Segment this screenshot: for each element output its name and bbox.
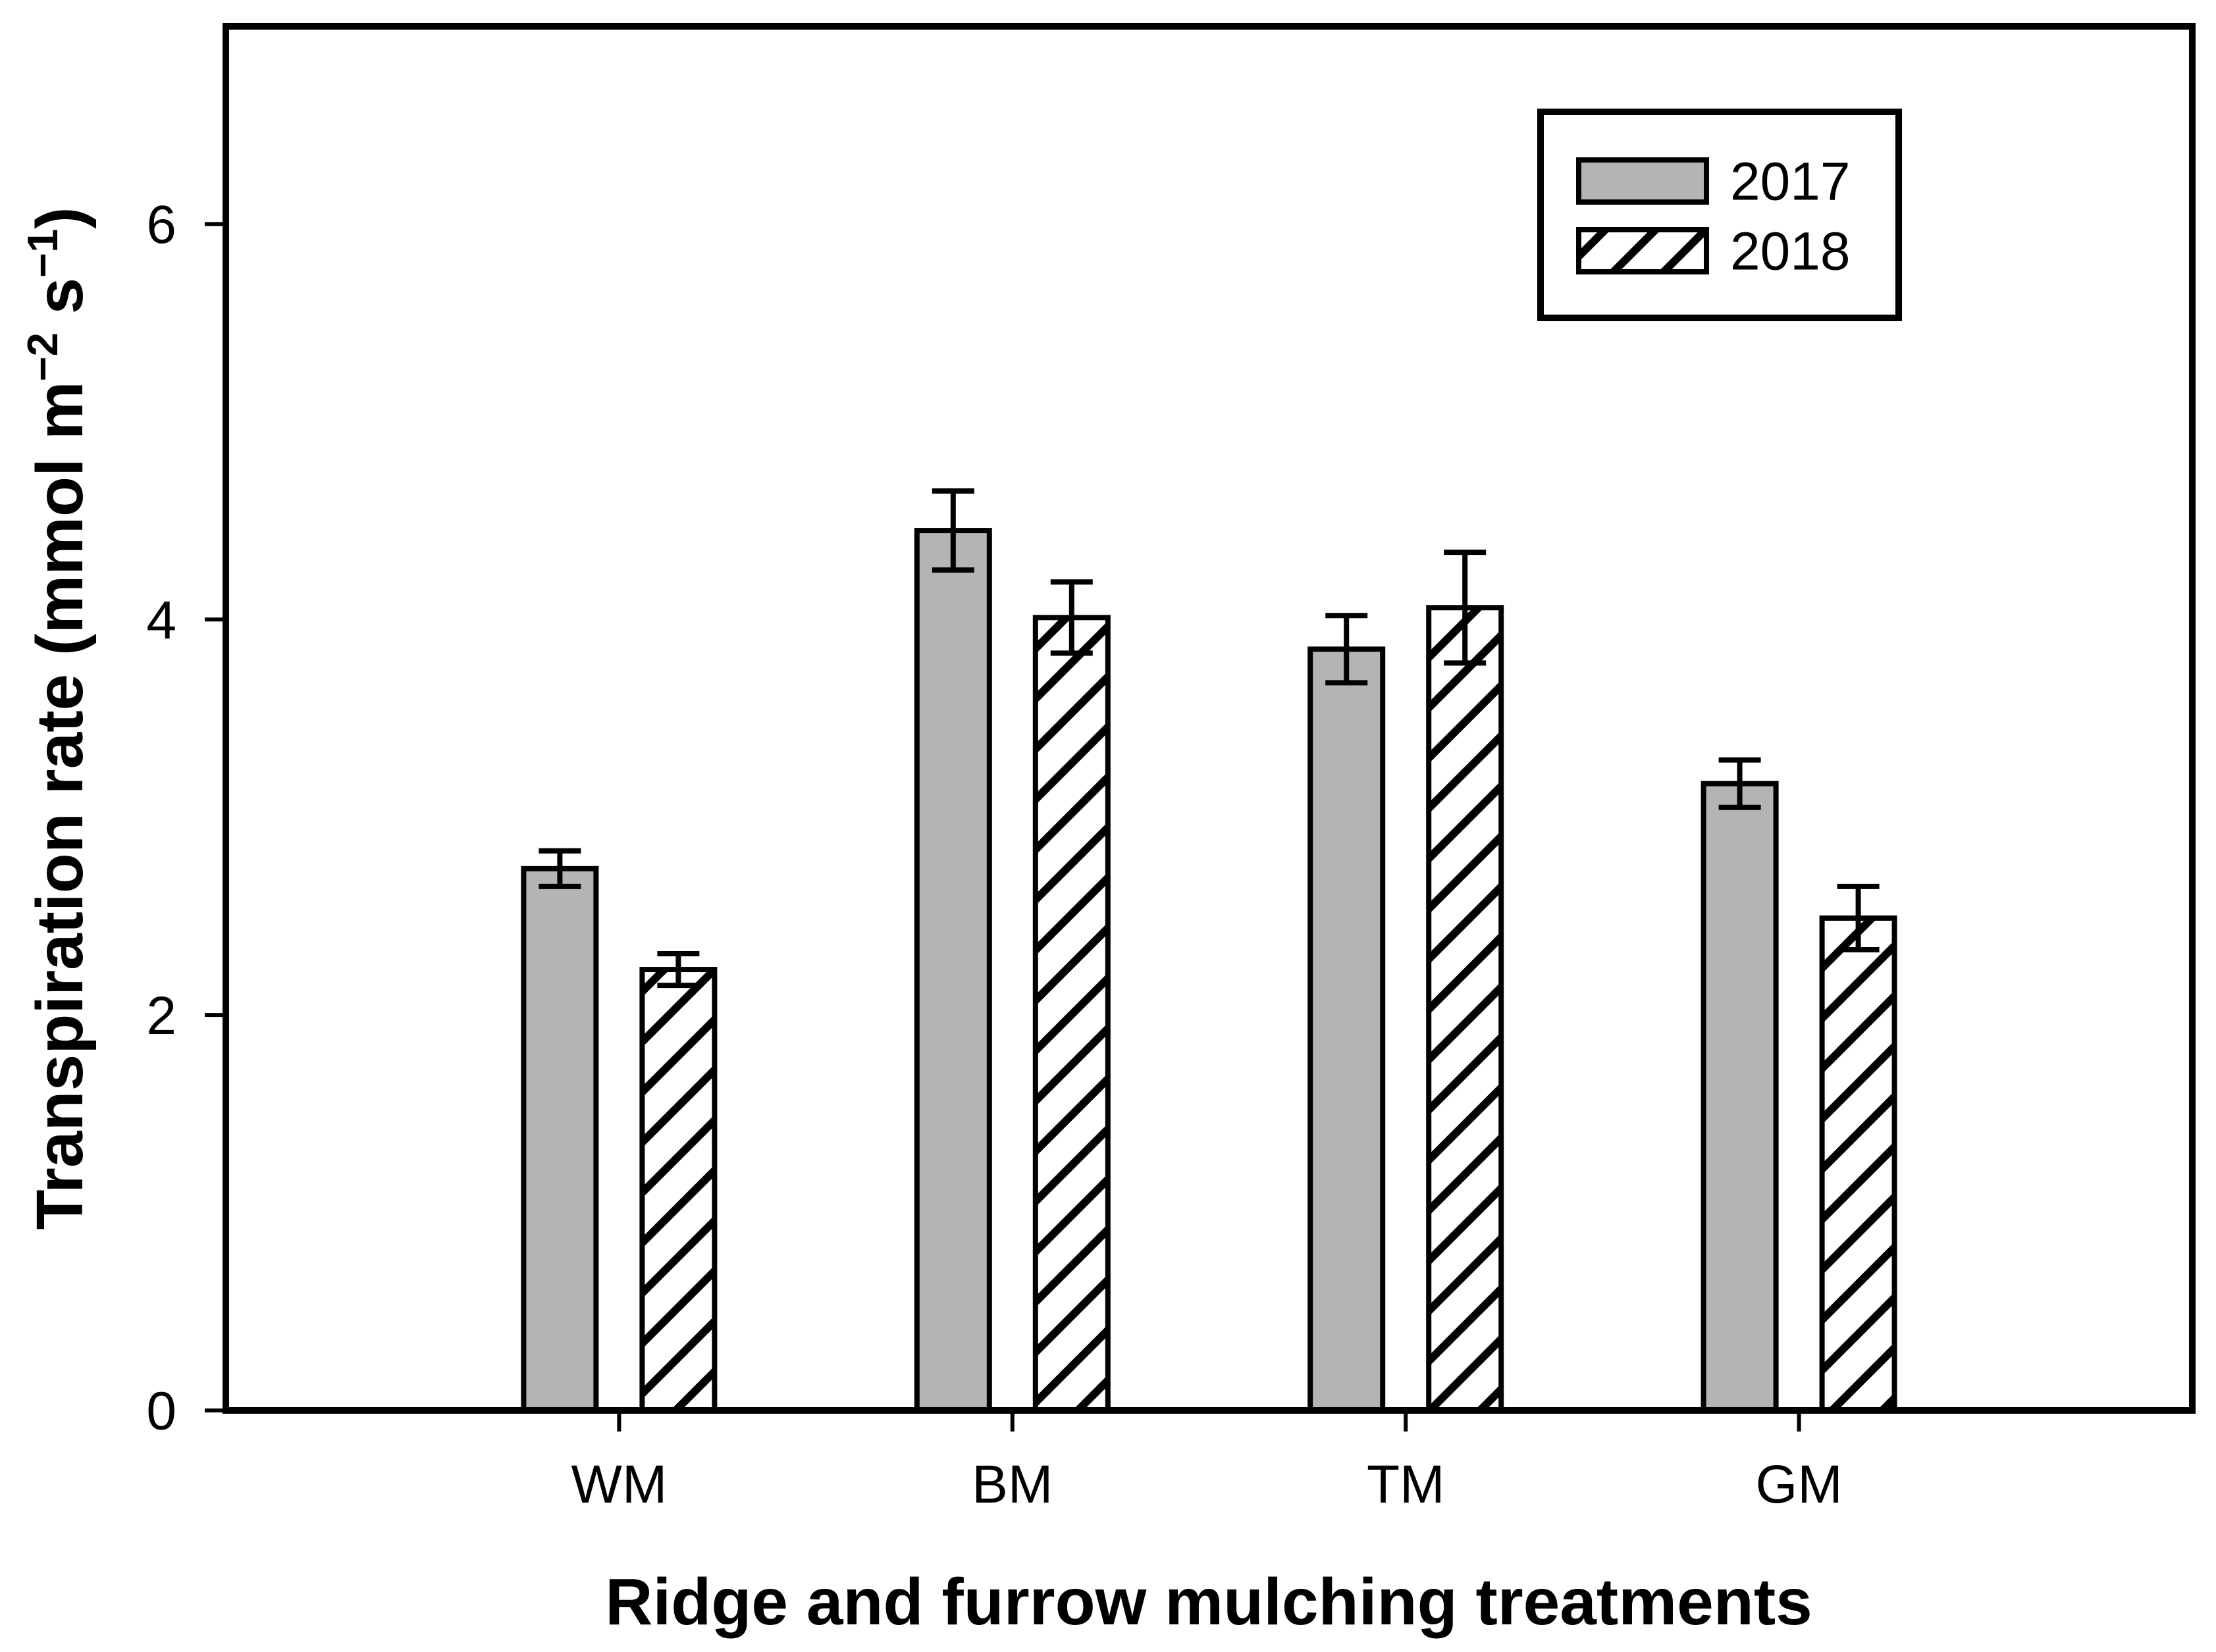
bar-2018-TM-hatch — [1429, 607, 1502, 1410]
bar-2017-WM — [523, 868, 596, 1410]
y-tick-label-0: 0 — [146, 1381, 176, 1441]
y-axis-title-text: Transpiration rate (mmol m−2 s−1) — [18, 207, 97, 1229]
error-bar-2017-WM — [539, 848, 581, 889]
bar-2017-GM — [1703, 783, 1776, 1410]
error-bar-2017-TM — [1325, 613, 1368, 686]
y-tick-label-2: 2 — [146, 986, 176, 1046]
legend: 2017 2018 — [1537, 109, 1902, 321]
error-bar-2017-GM — [1718, 757, 1761, 810]
legend-swatch-2018 — [1576, 227, 1709, 274]
plot-frame-layer — [223, 23, 2196, 1414]
legend-swatch-2017 — [1576, 157, 1709, 205]
error-bar-2018-TM — [1444, 550, 1487, 666]
legend-box — [1537, 109, 1902, 321]
y-tick-label-4: 4 — [146, 590, 176, 650]
bar-2018-BM-hatch — [1035, 617, 1108, 1410]
bar-2018-WM-hatch — [642, 969, 715, 1410]
bar-2018-GM-hatch — [1822, 917, 1895, 1410]
x-axis-title: Ridge and furrow mulching treatments — [605, 1565, 1812, 1639]
error-bar-2017-BM — [932, 488, 974, 573]
bar-2017-BM — [916, 530, 989, 1411]
error-bars-layer — [539, 488, 1880, 989]
legend-label-2018: 2018 — [1730, 222, 1850, 282]
x-tick-label-WM: WM — [571, 1455, 668, 1514]
y-tick-label-6: 6 — [146, 195, 176, 255]
legend-label-2017: 2017 — [1730, 152, 1850, 212]
bar-2017-TM — [1310, 649, 1383, 1410]
error-bar-2018-GM — [1837, 883, 1880, 953]
x-tick-label-GM: GM — [1756, 1455, 1843, 1514]
axes-layer: 0 2 4 6 WM BM TM GM — [146, 195, 1842, 1514]
error-bar-2018-BM — [1050, 579, 1093, 656]
y-axis-title: Transpiration rate (mmol m−2 s−1) — [18, 207, 97, 1229]
x-tick-label-TM: TM — [1367, 1455, 1444, 1514]
plot-frame — [223, 23, 2196, 1414]
bars-layer — [521, 528, 1897, 1414]
error-bar-2018-WM — [657, 951, 700, 989]
x-tick-label-BM: BM — [972, 1455, 1053, 1514]
